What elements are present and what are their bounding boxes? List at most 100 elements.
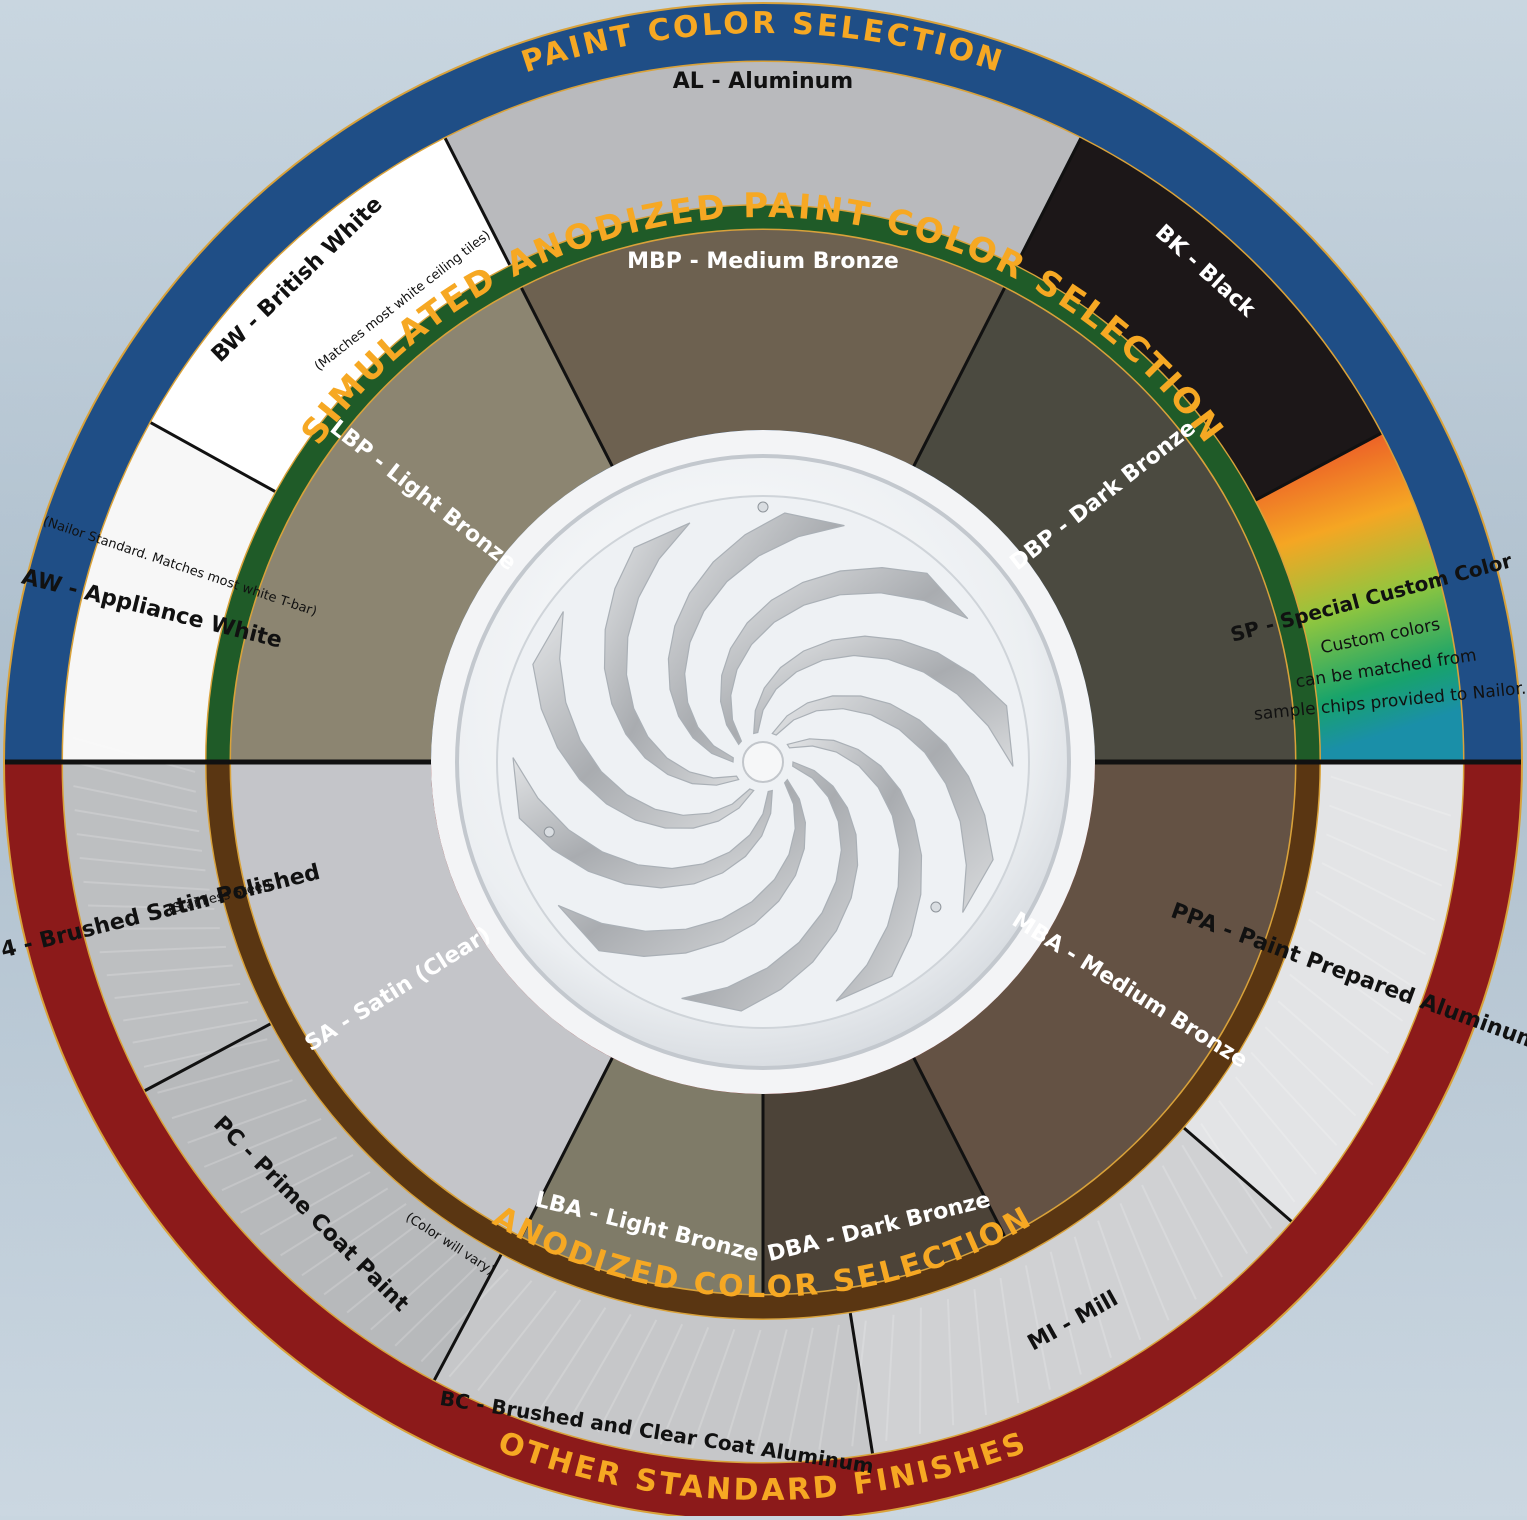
brushed-texture-line (1289, 973, 1390, 1054)
finish-sector-pc (144, 1023, 502, 1381)
paint-sector-bk (1016, 138, 1382, 501)
brushed-texture-line (1277, 1000, 1374, 1086)
sector-layer (63, 62, 1463, 1462)
brushed-texture-line (132, 1018, 258, 1044)
swirl-vane (532, 611, 755, 829)
anodized-divider (520, 1057, 614, 1237)
paint-divider (1254, 432, 1382, 502)
paint-divider (150, 421, 276, 493)
brushed-texture-line (346, 1231, 446, 1314)
brushed-texture-line (1325, 833, 1443, 887)
brushed-texture-line (1321, 862, 1436, 922)
brushed-texture-line (420, 1268, 509, 1363)
brushed-texture-line (1024, 1265, 1051, 1390)
grille-screw (930, 901, 942, 913)
brushed-texture-line (323, 1217, 426, 1296)
brushed-texture-line (1264, 1026, 1357, 1117)
paint-sector-bw (150, 138, 510, 492)
brushed-texture-line (83, 880, 210, 891)
anodized-divider (912, 1057, 1006, 1237)
simulated-sector-dbp (913, 287, 1295, 762)
brushed-texture-line (1330, 775, 1452, 817)
brushed-texture-line (123, 1001, 249, 1022)
brushed-texture-line (73, 736, 196, 773)
brushed-texture-line (999, 1277, 1020, 1404)
brushed-texture-line (157, 1059, 280, 1094)
label-mbp: MBP - Medium Bronze (627, 249, 899, 274)
brushed-texture-line (946, 1299, 955, 1426)
brushed-texture-line (1097, 1220, 1142, 1341)
brushed-texture-line (73, 785, 198, 813)
finish-sector-bc (434, 1254, 873, 1462)
brushed-texture-line (851, 1320, 867, 1447)
brushed-texture-line (659, 1326, 710, 1445)
swirl-vane (557, 778, 807, 958)
finish-divider (1183, 1126, 1293, 1223)
brushed-texture-line (259, 1171, 371, 1236)
swirl-vane (681, 761, 859, 1012)
grille-screw (757, 501, 769, 513)
brushed-texture-line (628, 1323, 684, 1440)
simulated-sector-mbp (521, 230, 1005, 467)
simulated-sector-lbp (231, 287, 613, 762)
paint-sector-aw (63, 422, 275, 762)
brushed-texture-line (143, 1038, 268, 1068)
anodized-sector-dba (763, 1057, 1005, 1294)
brushed-texture-line (1328, 804, 1448, 852)
brushed-texture-line (79, 857, 206, 872)
brushed-texture-line (370, 1244, 466, 1331)
brushed-texture-line (1308, 918, 1416, 989)
brushed-texture-line (448, 1280, 533, 1378)
brushed-texture-line (722, 1329, 762, 1452)
simulated-divider (520, 287, 614, 467)
brushed-texture-line (301, 1203, 407, 1277)
label-al: AL - Aluminum (673, 69, 853, 94)
finish-sector-ppa (1184, 762, 1463, 1222)
brushed-texture-line (280, 1187, 389, 1257)
brushed-texture-line (88, 904, 215, 911)
brushed-texture-line (99, 945, 226, 954)
brushed-texture-line (106, 964, 233, 977)
grille-center-cap (742, 741, 784, 783)
brushed-texture-line (754, 1329, 788, 1453)
paint-divider (1014, 137, 1083, 266)
brushed-texture-line (1218, 1100, 1296, 1203)
brushed-texture-line (506, 1299, 582, 1404)
brushed-texture-line (171, 1079, 293, 1120)
finish-divider (848, 1312, 874, 1454)
brushed-texture-line (203, 1117, 322, 1168)
swirl-vane (753, 635, 1014, 767)
swirl-vane (719, 566, 969, 746)
center-grille (431, 430, 1095, 1094)
brushed-texture-line (786, 1327, 814, 1452)
swirl-vane (603, 522, 740, 786)
grille-screw (543, 826, 555, 838)
brushed-texture-line (477, 1290, 557, 1392)
brushed-texture-line (1181, 1144, 1249, 1255)
brushed-texture-line (885, 1314, 895, 1441)
brushed-texture-line (973, 1289, 988, 1416)
brushed-texture-line (74, 809, 200, 833)
brushed-texture-line (394, 1257, 487, 1347)
brushed-texture-line (1073, 1236, 1112, 1359)
brushed-texture-line (114, 982, 241, 999)
brushed-texture-line (72, 761, 197, 793)
brushed-texture-line (918, 1307, 922, 1434)
finish-divider (144, 1022, 272, 1092)
swirl-vane (786, 738, 923, 1002)
brushed-texture-line (1141, 1184, 1197, 1300)
brushed-texture-line (691, 1328, 736, 1449)
brushed-texture-line (566, 1313, 632, 1425)
brushed-texture-line (1234, 1076, 1318, 1175)
brushed-texture-line (221, 1136, 338, 1192)
paint-sector-sp (1255, 433, 1463, 762)
brushed-texture-line (1119, 1203, 1170, 1321)
brushed-texture-line (93, 927, 220, 930)
anodized-sector-lba (521, 1057, 763, 1294)
brushed-texture-line (240, 1154, 354, 1214)
finish-sector-no4 (63, 762, 271, 1091)
brushed-texture-line (1315, 890, 1427, 956)
paint-sector-al (445, 62, 1081, 265)
brushed-texture-line (1250, 1051, 1338, 1147)
